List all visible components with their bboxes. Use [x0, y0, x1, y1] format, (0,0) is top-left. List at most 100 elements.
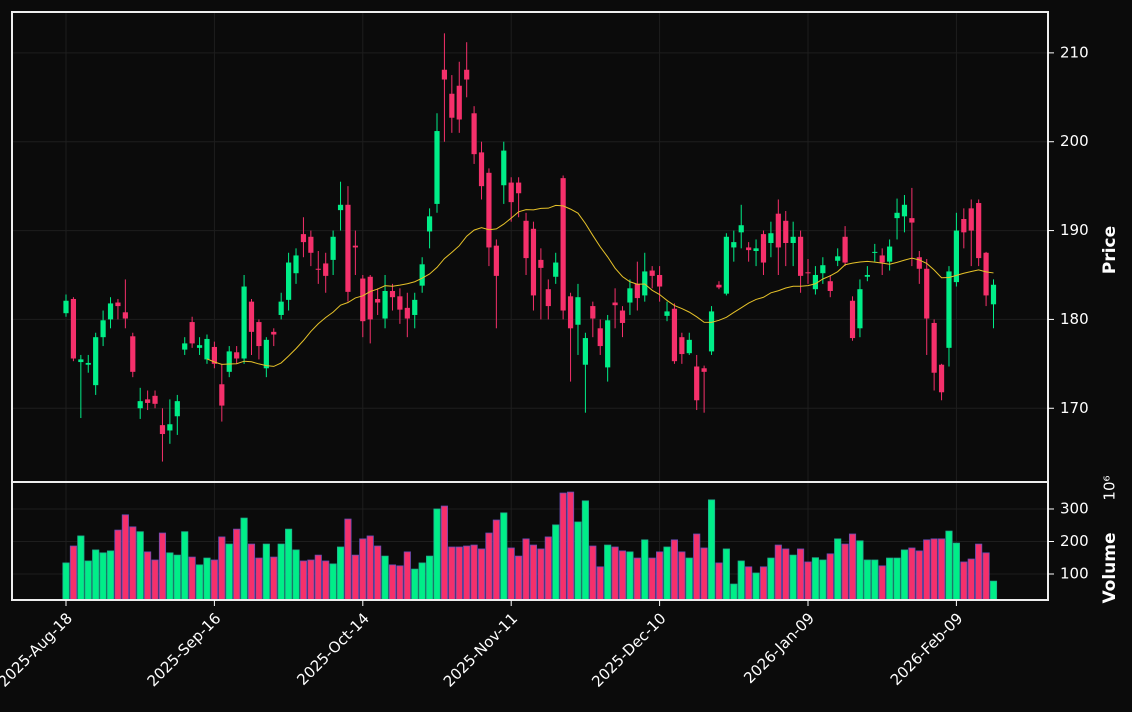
- candle-body: [382, 290, 388, 319]
- volume-bar: [136, 531, 144, 601]
- volume-bar: [670, 539, 678, 601]
- volume-bar: [581, 500, 589, 601]
- candle-body: [916, 257, 922, 269]
- candle-body: [271, 331, 277, 335]
- volume-bar: [218, 536, 226, 601]
- volume-bar: [715, 562, 723, 601]
- candle-body: [286, 262, 292, 300]
- y-tick-label: 200: [1060, 532, 1089, 550]
- candle-body: [694, 366, 700, 401]
- volume-bar: [329, 563, 337, 601]
- volume-bar: [848, 533, 857, 601]
- volume-bar: [811, 557, 819, 601]
- y-tick-label: 190: [1060, 221, 1089, 239]
- volume-bar: [196, 564, 204, 601]
- volume-bar: [314, 554, 322, 601]
- volume-bar: [388, 564, 397, 601]
- volume-bar: [203, 557, 211, 601]
- candle-body: [820, 265, 826, 274]
- volume-bar: [463, 545, 471, 601]
- candle-body: [894, 212, 900, 219]
- candle-body: [219, 384, 225, 406]
- volume-bar: [351, 554, 359, 601]
- volume-bar: [633, 557, 641, 601]
- candle-body: [901, 204, 908, 217]
- candle-body: [983, 252, 989, 296]
- volume-bar: [871, 559, 879, 601]
- candle-body: [434, 131, 440, 204]
- moving-average: [206, 204, 994, 367]
- volume-bar: [567, 491, 575, 601]
- volume-bar: [641, 539, 649, 601]
- candle-body: [226, 351, 232, 372]
- volume-bar: [292, 549, 300, 601]
- volume-bar: [975, 543, 983, 601]
- candle-body: [864, 274, 870, 277]
- candle-body: [93, 337, 99, 386]
- candle-body: [152, 395, 158, 404]
- candle-body: [538, 259, 544, 268]
- candle-body: [731, 242, 737, 248]
- volume-bar: [285, 528, 293, 601]
- volume-bar: [967, 558, 975, 601]
- candle-body: [211, 346, 217, 364]
- candle-body: [189, 322, 195, 344]
- candle-body: [256, 322, 262, 347]
- volume-bar: [144, 551, 152, 601]
- candle-body: [775, 213, 781, 248]
- volume-bar: [878, 565, 886, 601]
- candle-body: [605, 320, 611, 368]
- volume-offset: 10⁶: [1101, 475, 1119, 500]
- candle-body: [456, 85, 462, 120]
- candle-body: [567, 296, 574, 329]
- volume-bar: [700, 547, 708, 601]
- volume-bar: [336, 546, 345, 601]
- volume-bar: [722, 548, 730, 601]
- volume-bar: [262, 543, 270, 601]
- candle-body: [931, 322, 937, 373]
- candle-body: [961, 219, 967, 233]
- volume-bar: [804, 561, 812, 601]
- volume-bar: [589, 545, 597, 601]
- candle-body: [627, 288, 633, 303]
- candle-body: [723, 236, 729, 294]
- candle-body: [145, 399, 151, 403]
- volume-bar: [596, 566, 604, 601]
- candle-body: [953, 230, 959, 283]
- candle-body: [293, 255, 299, 274]
- candle-body: [107, 303, 114, 320]
- volume-bar: [92, 549, 100, 601]
- candle-body: [857, 289, 863, 329]
- candle-body: [783, 220, 789, 244]
- candle-body: [879, 255, 885, 263]
- volume-bar: [604, 544, 612, 601]
- candle-body: [137, 401, 143, 409]
- candle-body: [367, 276, 373, 320]
- volume-bar: [492, 519, 500, 601]
- candle-body: [686, 339, 692, 354]
- volume-bar: [485, 532, 493, 601]
- volume-bar: [151, 559, 159, 601]
- candle-body: [389, 290, 396, 298]
- candle-body: [248, 301, 255, 332]
- volume-bar: [299, 560, 307, 601]
- volume-bar: [411, 568, 419, 601]
- candle-body: [300, 234, 307, 243]
- volume-bar: [403, 551, 411, 601]
- candle-body: [597, 328, 603, 347]
- candle-body: [115, 302, 121, 307]
- candle-body: [471, 113, 477, 155]
- volume-bar: [544, 536, 552, 601]
- volume-bar: [418, 562, 426, 601]
- candle-body: [100, 320, 106, 338]
- volume-bar: [923, 539, 931, 601]
- volume-bar: [663, 546, 671, 601]
- candle-body: [887, 246, 893, 262]
- candle-body: [360, 278, 366, 322]
- volume-bar: [759, 566, 768, 601]
- candle-body: [753, 248, 759, 251]
- candle-body: [642, 271, 648, 296]
- volume-bar: [181, 531, 189, 601]
- candle-body: [827, 281, 833, 291]
- candle-body: [805, 272, 811, 274]
